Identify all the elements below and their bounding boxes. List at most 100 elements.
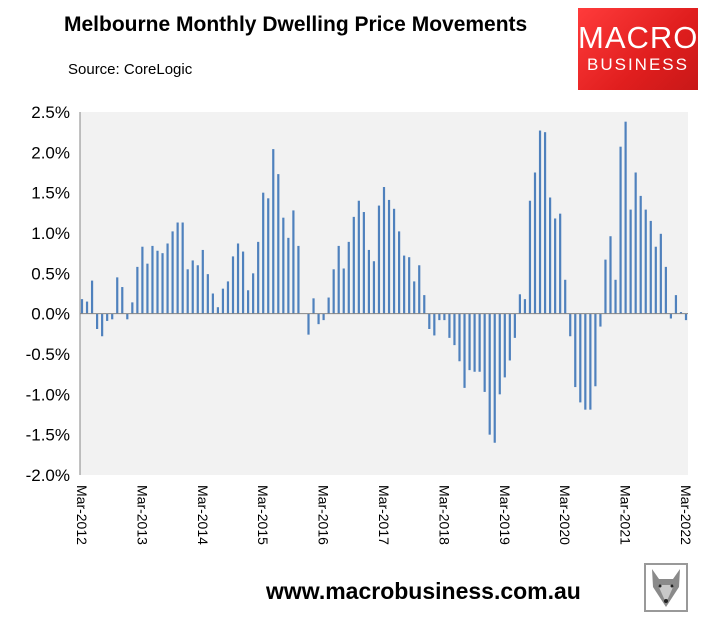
bar <box>176 222 179 314</box>
bar <box>141 246 144 314</box>
bar <box>423 295 426 314</box>
bar <box>292 210 295 314</box>
bar <box>569 313 572 337</box>
bar <box>201 249 204 314</box>
bar <box>508 313 511 361</box>
y-tick-label: 0.0% <box>31 305 70 324</box>
bar <box>312 298 315 314</box>
bar <box>403 255 406 314</box>
bar <box>357 200 360 314</box>
bar <box>337 245 340 314</box>
bar <box>468 313 471 371</box>
bar <box>679 312 683 314</box>
y-tick-label: -1.5% <box>26 426 70 445</box>
bar <box>418 265 421 314</box>
bar <box>428 313 431 329</box>
bar <box>453 313 456 346</box>
chart-title: Melbourne Monthly Dwelling Price Movemen… <box>64 13 528 36</box>
bar <box>609 236 612 314</box>
bar <box>327 297 330 314</box>
bar <box>559 213 562 314</box>
bar <box>413 281 416 314</box>
bar <box>483 313 486 392</box>
bar <box>579 313 582 403</box>
bar <box>347 241 350 314</box>
bar <box>518 294 521 314</box>
bar <box>458 313 461 362</box>
bar <box>448 313 451 338</box>
bar <box>161 253 164 314</box>
bar <box>287 237 290 314</box>
bar <box>533 172 537 314</box>
bar <box>649 220 652 314</box>
bar <box>80 299 84 314</box>
x-tick-label: Mar-2019 <box>497 485 513 545</box>
y-tick-label: -2.0% <box>26 466 70 485</box>
bar <box>252 273 255 314</box>
bar <box>513 313 516 338</box>
y-tick-label: 0.5% <box>31 264 70 283</box>
x-tick-label: Mar-2015 <box>255 485 271 545</box>
bar <box>85 301 89 314</box>
bar <box>241 251 245 314</box>
bar <box>136 266 139 314</box>
bar <box>186 269 189 314</box>
bar <box>599 313 602 327</box>
x-tick-label: Mar-2021 <box>618 485 634 545</box>
bar <box>589 313 592 410</box>
bar <box>554 218 557 314</box>
bar <box>443 313 446 321</box>
logo-line1: MACRO <box>578 20 699 55</box>
bar <box>614 279 617 314</box>
bar <box>267 198 270 314</box>
bar <box>216 307 219 314</box>
bar <box>498 313 501 395</box>
bar <box>352 216 355 314</box>
x-tick-label: Mar-2018 <box>436 485 452 545</box>
bar <box>126 313 129 320</box>
bar <box>372 261 376 314</box>
bar <box>634 172 637 314</box>
bar <box>262 192 265 314</box>
x-tick-label: Mar-2022 <box>678 485 694 545</box>
bar <box>659 233 662 314</box>
bar <box>574 313 577 388</box>
y-tick-label: 2.0% <box>31 143 70 162</box>
bar <box>272 149 275 314</box>
bar <box>433 313 436 336</box>
bar <box>377 205 381 314</box>
bar <box>257 241 260 314</box>
bar <box>684 313 688 321</box>
bar <box>674 295 678 314</box>
bar <box>151 245 154 314</box>
bar <box>538 130 542 314</box>
x-tick-label: Mar-2014 <box>195 485 211 545</box>
bar <box>503 313 506 378</box>
chart-source: Source: CoreLogic <box>68 61 193 78</box>
bar <box>523 299 527 314</box>
bar <box>106 313 109 321</box>
bar <box>181 222 184 314</box>
bar <box>342 268 345 314</box>
bar <box>488 313 491 435</box>
bar <box>231 256 235 314</box>
bar <box>322 313 325 321</box>
bar <box>624 121 627 314</box>
bar <box>584 313 587 410</box>
bar <box>543 132 547 314</box>
bar <box>196 265 199 314</box>
y-tick-label: -0.5% <box>26 345 70 364</box>
bar <box>116 277 119 314</box>
y-tick-label: 1.5% <box>31 184 70 203</box>
bar <box>307 313 310 335</box>
bar <box>398 231 401 314</box>
bar <box>362 212 365 314</box>
bar <box>96 313 99 329</box>
logo-line2: BUSINESS <box>587 55 689 74</box>
x-tick-label: Mar-2013 <box>134 485 150 545</box>
bar <box>282 217 285 314</box>
y-tick-label: 2.5% <box>31 103 70 122</box>
bar <box>493 313 496 443</box>
bar <box>629 209 632 314</box>
bar <box>463 313 466 388</box>
